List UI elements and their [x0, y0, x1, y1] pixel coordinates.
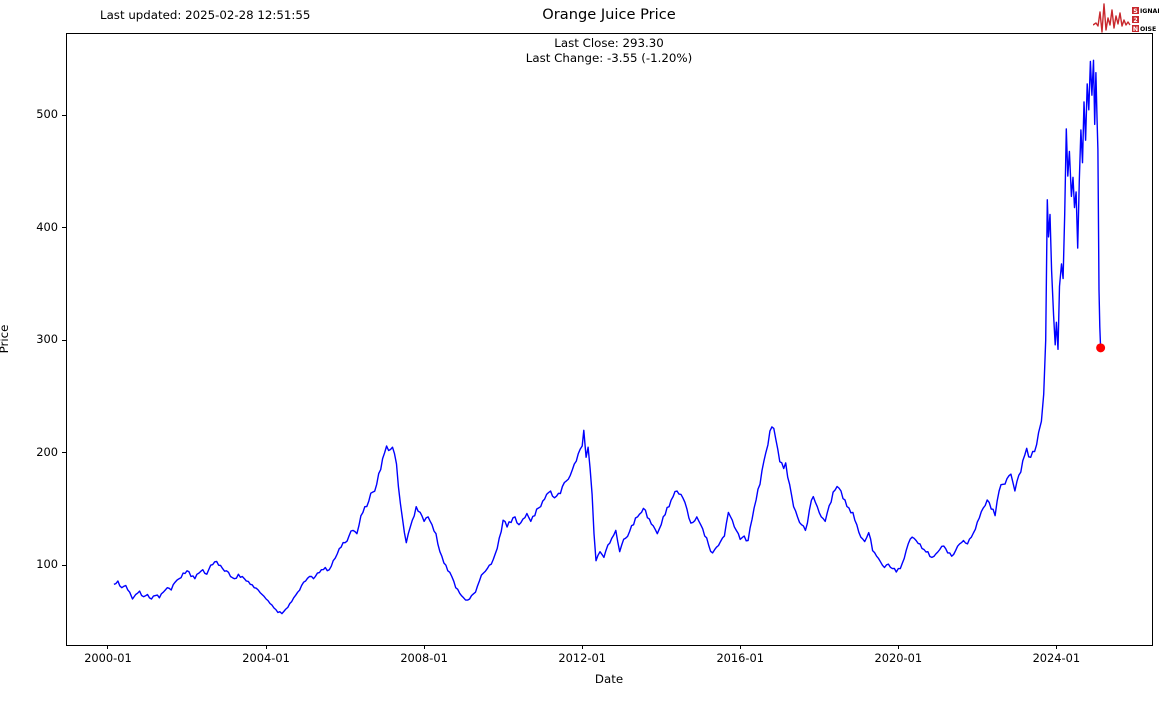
y-tick-mark [62, 227, 66, 229]
plot-area [66, 33, 1153, 646]
x-tick-label: 2000-01 [84, 651, 132, 665]
y-tick-label: 200 [36, 444, 58, 459]
x-tick-mark [739, 645, 741, 649]
svg-text:IGNAL: IGNAL [1140, 8, 1159, 15]
x-tick-label: 2004-01 [242, 651, 290, 665]
signal-2-noise-logo: S IGNAL 2 N OISE [1092, 2, 1160, 40]
y-tick-label: 100 [36, 557, 58, 572]
x-tick-mark [897, 645, 899, 649]
x-tick-mark [107, 645, 109, 649]
y-tick-mark [62, 339, 66, 341]
svg-text:S: S [1133, 8, 1137, 15]
y-tick-label: 500 [36, 107, 58, 122]
svg-text:N: N [1133, 26, 1138, 33]
svg-text:OISE: OISE [1140, 26, 1156, 33]
last-close-annotation: Last Close: 293.30 [554, 36, 664, 50]
x-tick-label: 2012-01 [558, 651, 606, 665]
x-tick-label: 2016-01 [716, 651, 765, 665]
y-tick-mark [62, 452, 66, 454]
waveform-icon [1092, 3, 1131, 33]
svg-text:2: 2 [1133, 17, 1137, 24]
x-tick-mark [1055, 645, 1057, 649]
x-tick-mark [265, 645, 267, 649]
last-price-dot [1096, 343, 1106, 353]
x-tick-label: 2024-01 [1032, 651, 1081, 665]
last-updated-text: Last updated: 2025-02-28 12:51:55 [100, 8, 311, 22]
x-tick-label: 2020-01 [874, 651, 923, 665]
y-tick-mark [62, 564, 66, 566]
x-axis-label: Date [594, 672, 624, 686]
price-line [113, 59, 1102, 615]
y-tick-label: 400 [36, 219, 58, 234]
x-tick-mark [581, 645, 583, 649]
y-tick-label: 300 [36, 332, 58, 347]
y-tick-mark [62, 114, 66, 116]
chart-title: Orange Juice Price [542, 6, 676, 23]
x-tick-mark [423, 645, 425, 649]
x-tick-label: 2008-01 [400, 651, 448, 665]
last-change-annotation: Last Change: -3.55 (-1.20%) [525, 51, 693, 65]
